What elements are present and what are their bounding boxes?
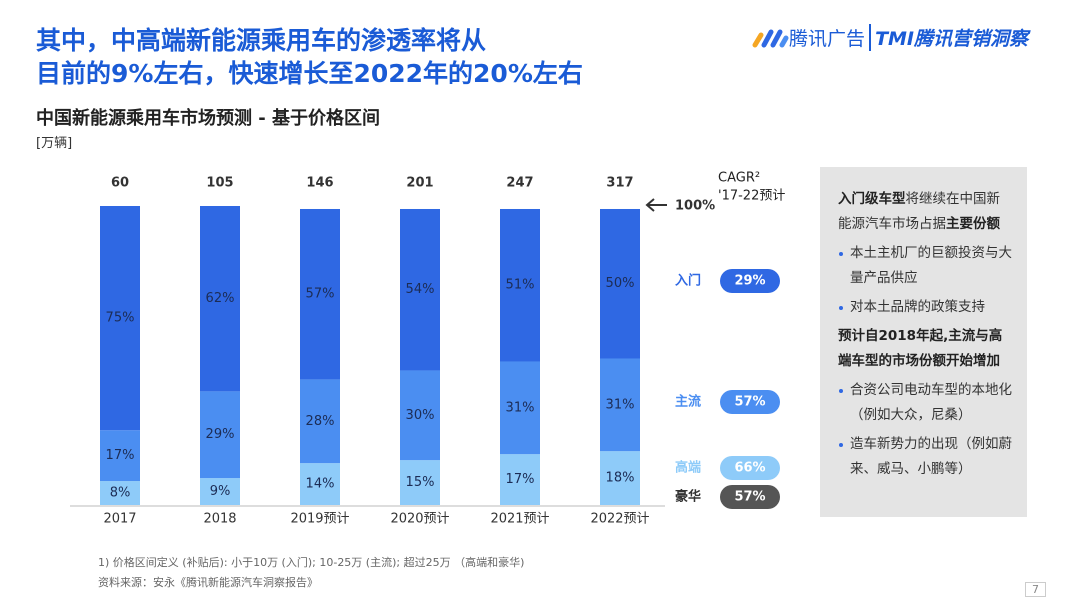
panel-bullet: 合资公司电动车型的本地化（例如大众，尼桑） — [838, 378, 1013, 428]
legend-pill — [720, 269, 780, 293]
page-number: 7 — [1025, 582, 1046, 597]
legend-name: 主流 — [675, 394, 701, 410]
legend-cagr: 29% — [734, 274, 765, 289]
total-label: 201 — [406, 176, 433, 191]
insight-panel: 入门级车型将继续在中国新能源汽车市场占据主要份额本土主机厂的巨额投资与大量产品供… — [820, 167, 1027, 517]
value-label: 29% — [206, 427, 235, 442]
arrow-head — [645, 198, 655, 212]
legend-pill — [720, 390, 780, 414]
total-label: 317 — [606, 176, 633, 191]
title-line: 其中，中高端新能源乘用车的渗透率将从 — [36, 26, 487, 55]
bar-segment — [500, 454, 540, 505]
bar-segment — [500, 208, 540, 362]
slide-title: 其中，中高端新能源乘用车的渗透率将从 目前的9%左右，快速增长至2022年的20… — [36, 24, 583, 90]
x-tick-label: 2017 — [103, 512, 136, 527]
bar-segment — [400, 208, 440, 371]
cagr-title: CAGR² — [718, 171, 760, 186]
panel-text: 本土主机厂的巨额投资与大量产品供应 — [850, 245, 1012, 286]
legend-name: 豪华 — [675, 489, 701, 505]
value-label: 54% — [406, 282, 435, 297]
panel-text: 主要份额 — [946, 216, 1000, 232]
panel-heading: 入门级车型将继续在中国新能源汽车市场占据主要份额 — [838, 187, 1013, 237]
value-label: 17% — [506, 472, 535, 487]
panel-text: 将继续在中国新能源汽车市场占据 — [838, 191, 1000, 232]
bar-segment — [600, 208, 640, 359]
value-label: 30% — [406, 408, 435, 423]
footnote: 资料来源：安永《腾讯新能源汽车洞察报告》 — [98, 576, 318, 589]
panel-text: 合资公司电动车型的本地化（例如大众，尼桑） — [850, 382, 1012, 423]
bar-segment — [100, 481, 140, 505]
bar-segment — [600, 358, 640, 452]
legend-pill — [720, 485, 780, 509]
panel-text: 对本土品牌的政策支持 — [850, 299, 985, 315]
panel-bullet: 造车新势力的出现（例如蔚来、威马、小鹏等） — [838, 432, 1013, 482]
value-label: 62% — [206, 291, 235, 306]
bar-segment — [200, 391, 240, 479]
legend-name: 高端 — [675, 460, 701, 476]
bar-segment — [400, 460, 440, 505]
panel-bullet: 本土主机厂的巨额投资与大量产品供应 — [838, 241, 1013, 291]
bar-segment — [300, 463, 340, 505]
bar-segment — [300, 208, 340, 380]
total-label: 105 — [206, 176, 233, 191]
value-label: 9% — [210, 484, 231, 499]
logo-sub: TMI腾讯营销洞察 — [869, 24, 1028, 51]
value-label: 57% — [306, 287, 335, 302]
bar-segment — [200, 478, 240, 505]
value-label: 15% — [406, 475, 435, 490]
x-tick-label: 2020预计 — [390, 512, 449, 527]
panel-heading: 预计自2018年起,主流与高端车型的市场份额开始增加 — [838, 324, 1013, 374]
bar-segment — [100, 206, 140, 431]
bar-segment — [400, 370, 440, 461]
logo-text: 腾讯广告 — [789, 28, 866, 50]
x-tick-label: 2018 — [203, 512, 236, 527]
value-label: 31% — [606, 397, 635, 412]
legend-pill — [720, 456, 780, 480]
value-label: 50% — [606, 276, 635, 291]
logo-icon — [752, 29, 789, 47]
bar-segment — [600, 451, 640, 505]
chart: CAGR² '17-22预计 2017 60 8% 17% 75% 2018 105 9% 29… — [70, 171, 785, 527]
value-label: 28% — [306, 414, 335, 429]
total-label: 247 — [506, 176, 533, 191]
value-label: 14% — [306, 477, 335, 492]
legend-name: 入门 — [675, 273, 701, 289]
total-label: 60 — [111, 176, 129, 191]
total-label: 146 — [306, 176, 333, 191]
legend-cagr: 57% — [734, 395, 765, 410]
value-label: 18% — [606, 471, 635, 486]
x-tick-label: 2022预计 — [590, 512, 649, 527]
bar-segment — [300, 379, 340, 464]
panel-bullet: 对本土品牌的政策支持 — [838, 295, 1013, 320]
value-label: 75% — [106, 311, 135, 326]
legend-cagr: 57% — [734, 490, 765, 505]
value-label: 8% — [110, 486, 131, 501]
unit-label: [万辆] — [36, 136, 73, 151]
panel-text: 入门级车型 — [838, 191, 906, 207]
x-tick-label: 2021预计 — [490, 512, 549, 527]
title-line: 目前的9%左右，快速增长至2022年的20%左右 — [36, 59, 583, 88]
panel-text: 预计自2018年起,主流与高端车型的市场份额开始增加 — [838, 328, 1003, 369]
chart-title: 中国新能源乘用车市场预测 - 基于价格区间 — [36, 108, 381, 129]
bar-segment — [200, 206, 240, 392]
footnote: 1) 价格区间定义 (补贴后): 小于10万 (入门); 10-25万 (主流)… — [98, 556, 525, 569]
value-label: 51% — [506, 278, 535, 293]
legend-cagr: 66% — [734, 461, 765, 476]
bar-segment — [100, 430, 140, 482]
panel-text: 造车新势力的出现（例如蔚来、威马、小鹏等） — [850, 436, 1012, 477]
logo: 腾讯广告 TMI腾讯营销洞察 — [751, 24, 1028, 51]
footnotes: 1) 价格区间定义 (补贴后): 小于10万 (入门); 10-25万 (主流)… — [98, 553, 524, 593]
cagr-period: '17-22预计 — [718, 189, 785, 204]
bar-segment — [500, 361, 540, 455]
top-label: 100% — [675, 199, 715, 214]
x-tick-label: 2019预计 — [290, 512, 349, 527]
value-label: 17% — [106, 448, 135, 463]
value-label: 31% — [506, 400, 535, 415]
